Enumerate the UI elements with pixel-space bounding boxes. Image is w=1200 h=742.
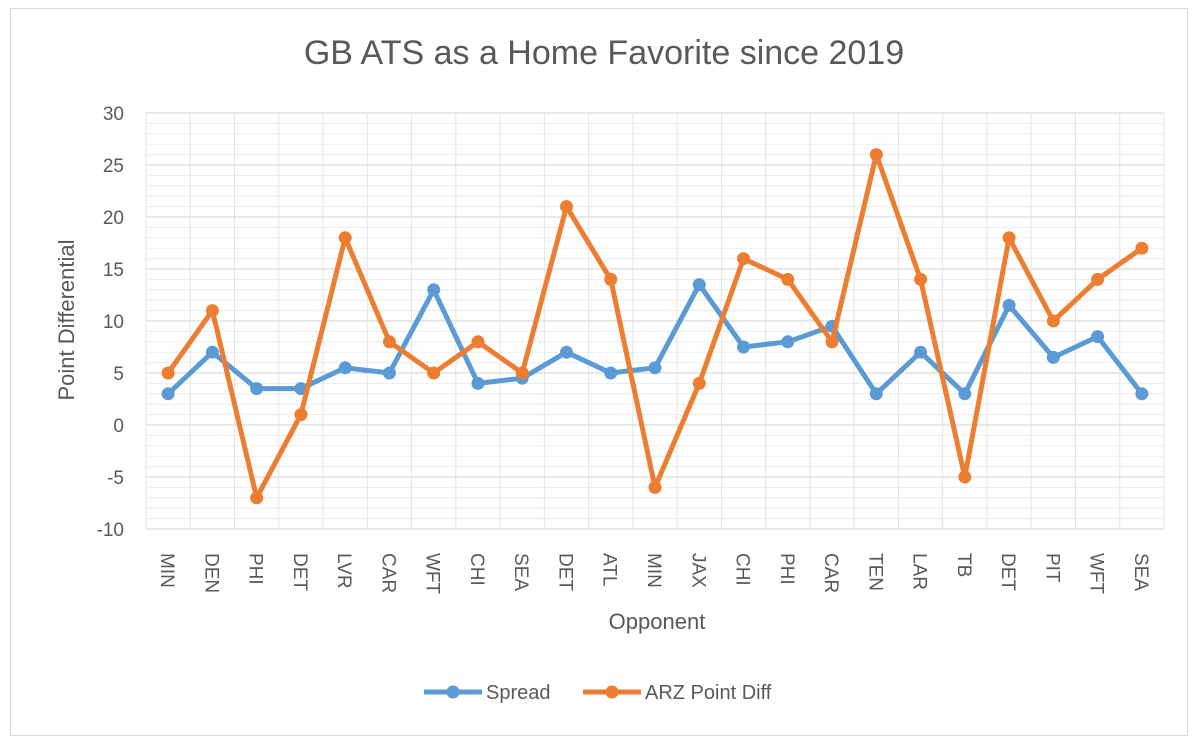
- data-point: [1135, 387, 1149, 401]
- x-tick-label: CHI: [466, 553, 487, 586]
- x-tick-label: LAR: [909, 553, 930, 590]
- data-point: [1091, 330, 1105, 344]
- legend-marker: [605, 685, 619, 699]
- y-tick-label: 20: [103, 208, 124, 229]
- x-axis-title: Opponent: [609, 609, 706, 634]
- chart-area: [10, 8, 1188, 736]
- data-point: [604, 272, 618, 286]
- data-point: [692, 376, 706, 390]
- data-point: [737, 340, 751, 354]
- data-point: [869, 148, 883, 162]
- x-tick-label: DET: [997, 553, 1018, 591]
- data-point: [1135, 241, 1149, 255]
- y-tick-label: 10: [103, 312, 124, 333]
- legend-label: ARZ Point Diff: [645, 682, 772, 704]
- x-tick-label: CAR: [377, 553, 398, 593]
- data-point: [737, 252, 751, 266]
- data-point: [161, 366, 175, 380]
- data-point: [1091, 272, 1105, 286]
- x-tick-label: SEA: [510, 553, 531, 591]
- data-point: [515, 366, 529, 380]
- x-tick-label: DET: [554, 553, 575, 591]
- data-point: [382, 335, 396, 349]
- chart-title: GB ATS as a Home Favorite since 2019: [304, 34, 904, 72]
- data-point: [958, 470, 972, 484]
- x-tick-label: JAX: [687, 553, 708, 588]
- data-point: [471, 376, 485, 390]
- data-point: [604, 366, 618, 380]
- data-point: [294, 408, 308, 422]
- x-tick-label: DET: [289, 553, 310, 591]
- data-point: [250, 491, 264, 505]
- x-tick-label: MIN: [643, 553, 664, 588]
- data-point: [382, 366, 396, 380]
- x-tick-label: CAR: [820, 553, 841, 593]
- y-tick-label: 25: [103, 156, 124, 177]
- legend-marker: [446, 685, 460, 699]
- data-point: [781, 272, 795, 286]
- data-point: [648, 361, 662, 375]
- x-tick-label: LVR: [333, 553, 354, 589]
- y-tick-label: 5: [113, 364, 124, 385]
- y-axis-ticks: 30 25 20 15 10 5 0 -5 -10: [97, 104, 124, 541]
- x-tick-label: PHI: [245, 553, 266, 585]
- x-tick-label: WFT: [422, 553, 443, 595]
- x-tick-label: TEN: [864, 553, 885, 591]
- data-point: [205, 304, 219, 318]
- legend-entry: ARZ Point Diff: [583, 682, 772, 704]
- data-point: [1046, 314, 1060, 328]
- data-point: [250, 382, 264, 396]
- data-point: [338, 231, 352, 245]
- data-point: [958, 387, 972, 401]
- series-line: [165, 152, 1145, 501]
- legend-entry: Spread: [424, 682, 551, 704]
- data-point: [648, 480, 662, 494]
- data-point: [559, 345, 573, 359]
- x-tick-label: CHI: [732, 553, 753, 586]
- data-point: [205, 345, 219, 359]
- data-point: [692, 278, 706, 292]
- y-axis-title: Point Differential: [54, 239, 79, 400]
- x-tick-label: PIT: [1041, 553, 1062, 583]
- x-tick-label: DEN: [200, 553, 221, 593]
- y-tick-label: 15: [103, 260, 124, 281]
- series-1: [161, 148, 1149, 505]
- x-tick-label: MIN: [156, 553, 177, 588]
- data-point: [427, 283, 441, 297]
- y-tick-label: 30: [103, 104, 124, 125]
- data-point: [161, 387, 175, 401]
- data-point: [914, 345, 928, 359]
- x-tick-label: WFT: [1086, 553, 1107, 595]
- data-point: [1046, 350, 1060, 364]
- series-layer: [161, 148, 1149, 505]
- x-tick-label: TB: [953, 553, 974, 577]
- data-point: [914, 272, 928, 286]
- legend: Spread ARZ Point Diff: [424, 682, 772, 704]
- gridlines: [145, 112, 1165, 530]
- x-axis-ticks: MIN DEN PHI DET LVR CAR WFT CHI SEA DET ATL MIN JAX C…: [156, 553, 1151, 595]
- y-tick-label: -10: [97, 520, 124, 541]
- x-tick-label: PHI: [776, 553, 797, 585]
- data-point: [427, 366, 441, 380]
- data-point: [825, 335, 839, 349]
- y-tick-label: -5: [107, 468, 124, 489]
- data-point: [781, 335, 795, 349]
- x-tick-label: ATL: [599, 553, 620, 586]
- data-point: [1002, 231, 1016, 245]
- data-point: [869, 387, 883, 401]
- data-point: [471, 335, 485, 349]
- data-point: [1002, 298, 1016, 312]
- data-point: [559, 200, 573, 214]
- legend-label: Spread: [486, 682, 551, 704]
- y-tick-label: 0: [113, 416, 124, 437]
- data-point: [338, 361, 352, 375]
- x-tick-label: SEA: [1130, 553, 1151, 591]
